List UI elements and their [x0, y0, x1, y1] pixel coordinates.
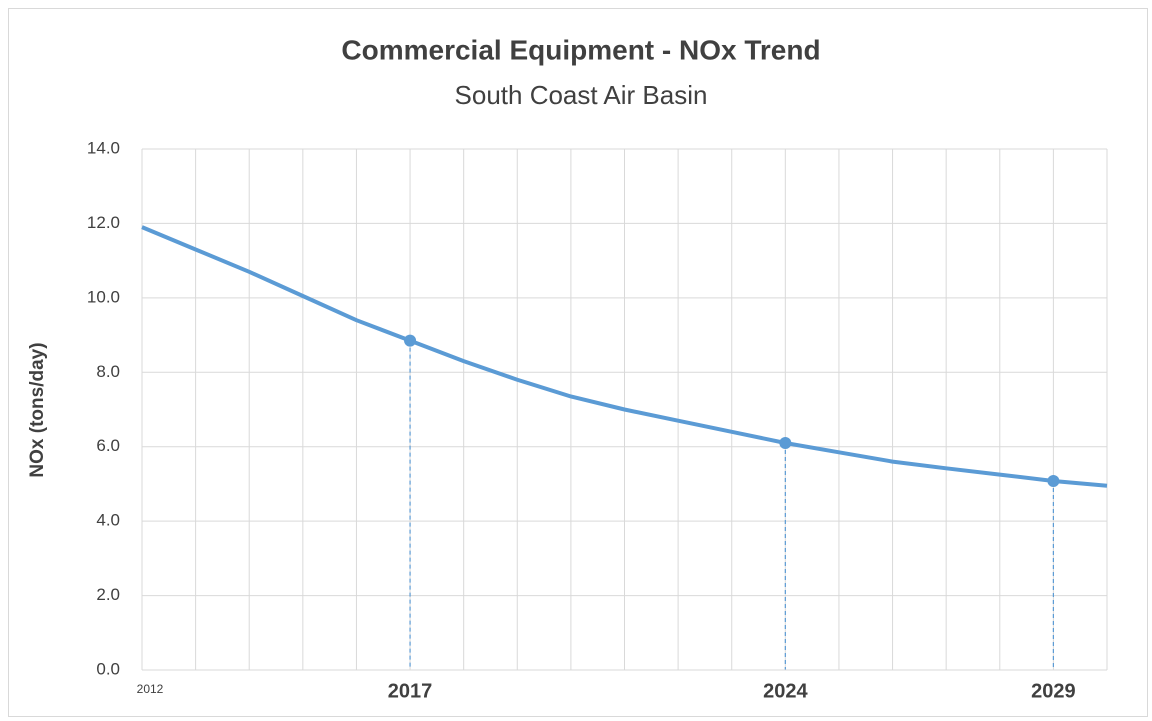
data-point: [779, 436, 792, 449]
chart-border: [8, 8, 1148, 717]
x-tick-label: 2029: [1031, 680, 1076, 702]
data-point: [404, 334, 417, 347]
y-tick-label: 8.0: [96, 362, 120, 381]
y-axis-label: NOx (tons/day): [27, 342, 48, 477]
x-tick-label: 2012: [137, 682, 164, 696]
y-tick-label: 2.0: [96, 585, 120, 604]
x-tick-label: 2017: [388, 680, 433, 702]
y-tick-label: 0.0: [96, 659, 120, 678]
y-tick-label: 12.0: [87, 213, 120, 232]
x-tick-label: 2024: [763, 680, 808, 702]
chart-subtitle: South Coast Air Basin: [455, 80, 708, 110]
y-tick-label: 4.0: [96, 511, 120, 530]
y-tick-label: 14.0: [87, 138, 120, 157]
y-tick-label: 6.0: [96, 436, 120, 455]
chart-title: Commercial Equipment - NOx Trend: [341, 34, 820, 65]
data-point: [1047, 474, 1060, 487]
y-tick-label: 10.0: [87, 287, 120, 306]
data-line: [141, 225, 1108, 488]
